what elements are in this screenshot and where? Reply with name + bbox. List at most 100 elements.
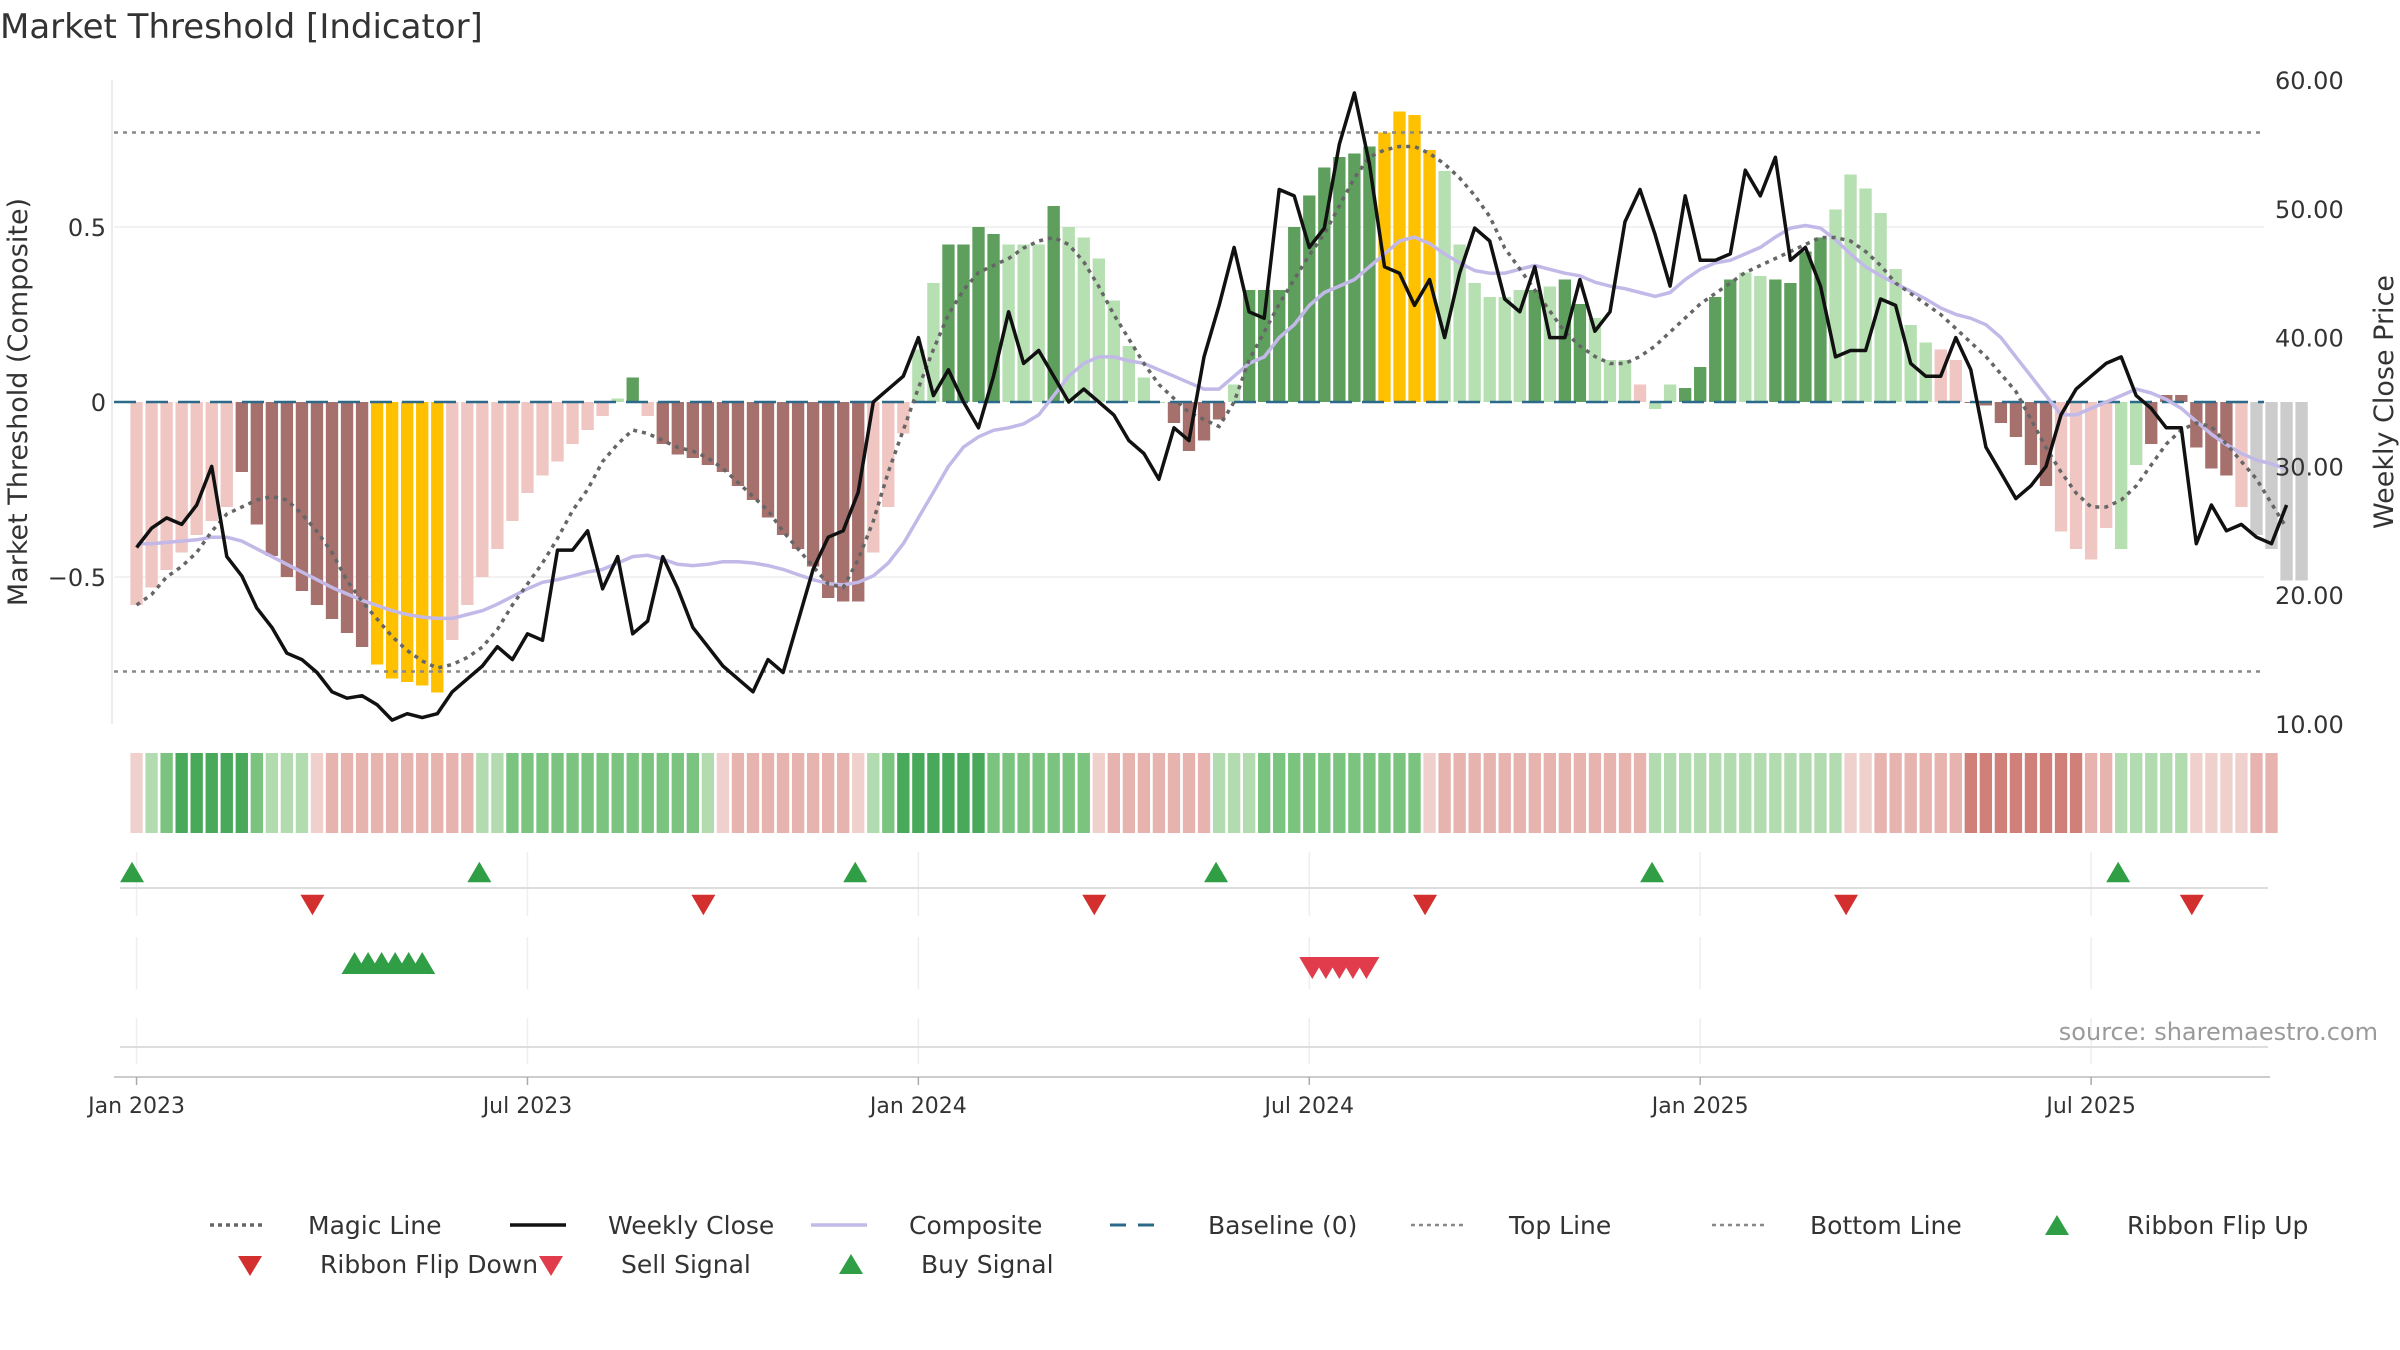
ribbon-cell [2145,753,2158,833]
composite-bar [1483,297,1496,402]
ribbon-cell [130,753,143,833]
legend-swatch [238,1256,262,1276]
composite-bar [1167,402,1181,423]
ribbon-cell [1618,753,1632,833]
ribbon-flip-up-marker [120,861,145,883]
composite-bar [596,402,609,416]
series-lines [135,91,2289,722]
ribbon-cell [867,753,880,833]
composite-bar [1002,244,1015,402]
ribbon-flip-up-marker [2106,861,2131,883]
ribbon-cell [1077,753,1090,833]
legend-label: Magic Line [308,1211,442,1240]
ribbon-cell [1167,753,1181,833]
ribbon-cell [2265,753,2278,833]
ribbon-cell [1603,753,1617,833]
composite-bar [1633,384,1647,402]
composite-bar [1423,150,1436,402]
ribbon-cell [791,753,805,833]
x-axis: Jan 2023 Jul 2023 Jan 2024 Jul 2024 Jan 2025… [86,1077,2136,1119]
ribbon-cell [972,753,985,833]
composite-bar [476,402,489,577]
legend-item: Sell Signal [539,1250,751,1279]
composite-bar [190,402,203,535]
composite-bar [852,402,865,602]
composite-bar [340,402,354,633]
ribbon-cell [2205,753,2218,833]
ribbon-cell [2069,753,2083,833]
composite-bar [1393,111,1406,402]
ribbon-flip-down-marker [1082,894,1107,916]
composite-bar [446,402,459,640]
composite-bar [1994,402,2008,423]
ribbon-cell [1588,753,1602,833]
composite-bar [1769,279,1782,402]
composite-bar [972,227,985,402]
ribbon-cell [145,753,158,833]
ribbon-cell [656,753,669,833]
ribbon-cell [431,753,444,833]
ribbon-cell [1784,753,1797,833]
ribbon-cell [401,753,414,833]
composite-bar [2220,402,2233,476]
composite-bar [355,402,369,647]
composite-bar [160,402,173,570]
composite-bar [461,402,474,605]
ribbon-cell [806,753,820,833]
x-tick-label: Jul 2024 [1263,1094,1355,1119]
ribbon-cell [2235,753,2248,833]
ribbon-cell [1934,753,1947,833]
composite-bar [2295,402,2308,581]
ribbon-cell [1182,753,1196,833]
composite-bar [1754,276,1767,402]
ribbon-cell [746,753,760,833]
composite-bar [2084,402,2098,560]
y-tick-label: −0.5 [48,564,106,592]
ribbon-cell [1468,753,1481,833]
ribbon-cell [491,753,504,833]
ribbon-cell [385,753,399,833]
composite-bar [2024,402,2038,465]
ribbon-cell [566,753,579,833]
ribbon-cell [1919,753,1932,833]
signal-panels [114,861,2270,1078]
composite-bar [1273,290,1286,402]
y-tick-label: 0 [91,389,106,417]
ribbon-cell [1017,753,1030,833]
ribbon-cell [506,753,519,833]
ribbon-cell [912,753,925,833]
composite-bar [882,402,895,507]
ribbon-cell [521,753,534,833]
ribbon-cell [1498,753,1511,833]
ribbon-cell [1829,753,1842,833]
ribbon-cell [1363,753,1376,833]
ribbon-cell [1844,753,1857,833]
ribbon-cell [1769,753,1782,833]
ribbon-cell [1318,753,1331,833]
composite-bar [1603,360,1617,402]
ribbon-cell [2084,753,2098,833]
legend-label: Buy Signal [921,1250,1054,1279]
composite-bar [761,402,775,518]
composite-bar [1859,188,1872,402]
legend-item: Ribbon Flip Down [238,1250,538,1279]
ribbon-cell [235,753,248,833]
ribbon-cell [987,753,1000,833]
ribbon-cell [1227,753,1241,833]
legend-swatch [539,1256,563,1276]
ribbon-cell [2115,753,2128,833]
composite-bar [2250,402,2263,535]
composite-bar [310,402,324,605]
legend-item: Bottom Line [1712,1211,1962,1240]
ribbon-cell [355,753,369,833]
ribbon-cell [2175,753,2188,833]
composite-bar [1739,272,1752,402]
composite-bar [250,402,263,525]
ribbon-cell [1648,753,1662,833]
ribbon-cell [416,753,429,833]
composite-bar [1468,283,1481,402]
ribbon-cell [957,753,970,833]
y-tick-label: 0.5 [68,214,106,242]
ribbon-cell [927,753,940,833]
composite-bar [2265,402,2278,549]
